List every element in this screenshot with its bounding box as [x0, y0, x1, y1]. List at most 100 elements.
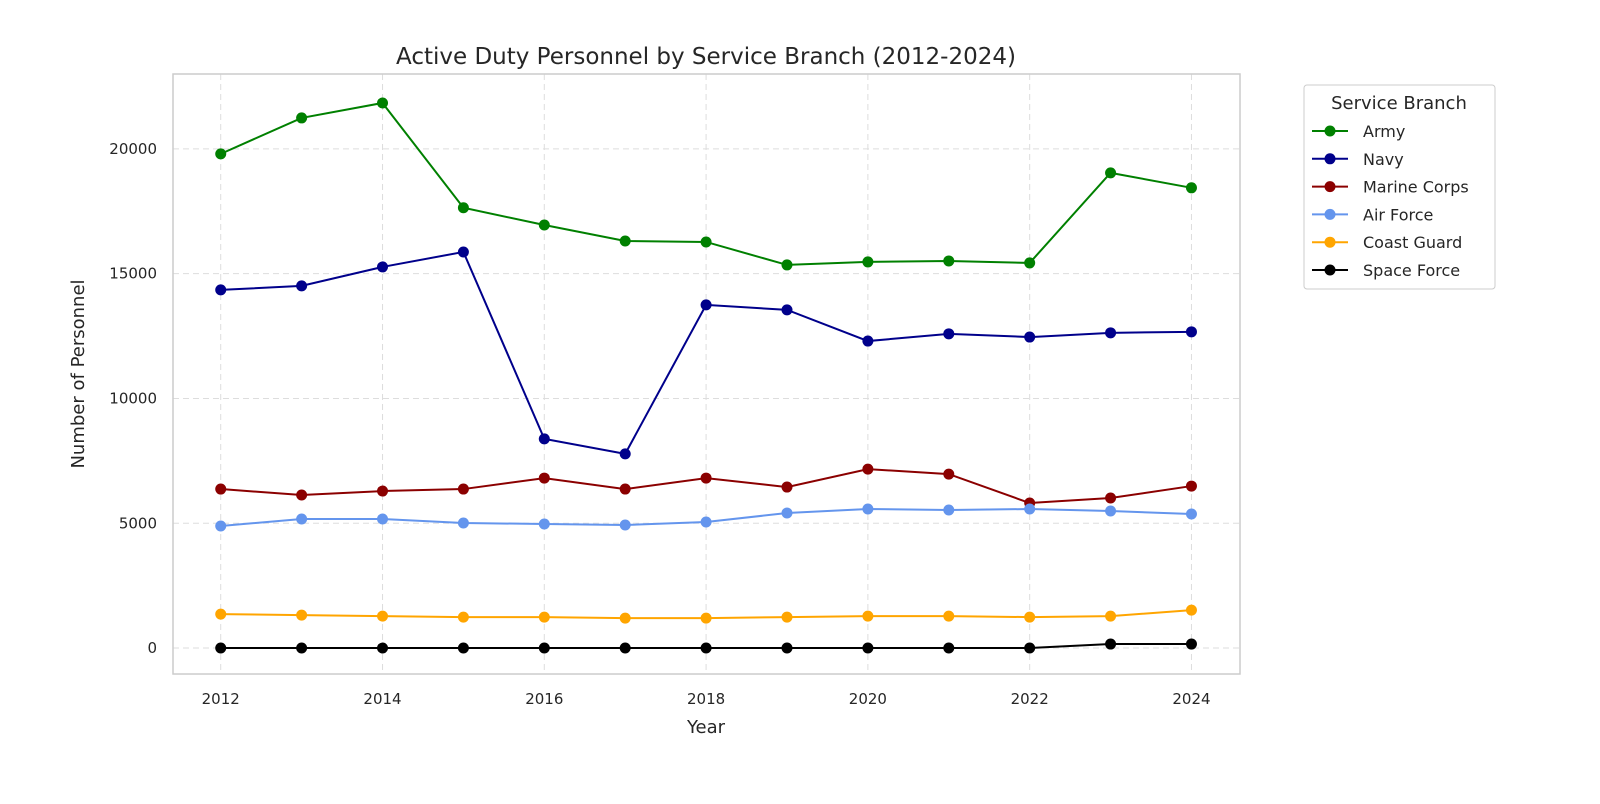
data-point-marine-corps	[781, 481, 793, 493]
data-point-coast-guard	[1024, 611, 1036, 623]
legend: Service Branch Army Navy Marine Corps Air F…	[1303, 84, 1496, 290]
data-point-coast-guard	[215, 608, 227, 620]
series-air-force	[215, 503, 1197, 532]
chart-title: Active Duty Personnel by Service Branch …	[396, 44, 1016, 70]
data-point-space-force	[943, 642, 955, 654]
x-ticks: 2012 2014 2016 2018 2020 2022 2024	[202, 690, 1211, 708]
legend-box	[1303, 84, 1496, 290]
data-point-navy	[457, 246, 469, 258]
data-point-coast-guard	[377, 610, 389, 622]
data-point-air-force	[1185, 508, 1197, 520]
legend-label-air-force: Air Force	[1363, 205, 1433, 224]
grid	[173, 74, 1240, 674]
data-point-coast-guard	[1185, 604, 1197, 616]
data-point-space-force	[538, 642, 550, 654]
data-point-space-force	[700, 642, 712, 654]
data-point-navy	[1185, 326, 1197, 338]
data-point-navy	[296, 280, 308, 292]
data-point-coast-guard	[700, 612, 712, 624]
y-tick-label: 5000	[119, 514, 157, 532]
x-tick-label: 2012	[202, 690, 240, 708]
y-tick-label: 20000	[109, 140, 157, 158]
data-point-navy	[943, 328, 955, 340]
data-point-marine-corps	[1105, 492, 1117, 504]
legend-label-navy: Navy	[1363, 150, 1404, 169]
data-point-army	[619, 235, 631, 247]
data-point-air-force	[943, 504, 955, 516]
x-tick-label: 2018	[687, 690, 725, 708]
legend-label-army: Army	[1363, 122, 1405, 141]
data-point-navy	[1105, 327, 1117, 339]
data-point-air-force	[296, 513, 308, 525]
legend-marker-coast-guard	[1324, 236, 1336, 248]
x-tick-label: 2022	[1011, 690, 1049, 708]
data-point-air-force	[781, 507, 793, 519]
data-point-navy	[215, 284, 227, 296]
data-point-navy	[538, 433, 550, 445]
data-point-space-force	[1185, 638, 1197, 650]
data-point-navy	[862, 335, 874, 347]
data-point-army	[377, 97, 389, 109]
data-point-marine-corps	[700, 472, 712, 484]
data-point-space-force	[862, 642, 874, 654]
data-point-coast-guard	[862, 610, 874, 622]
legend-marker-army	[1324, 125, 1336, 137]
data-point-navy	[1024, 331, 1036, 343]
data-point-marine-corps	[1185, 480, 1197, 492]
data-point-army	[1024, 257, 1036, 269]
data-point-air-force	[457, 517, 469, 529]
data-point-air-force	[215, 520, 227, 532]
data-point-space-force	[377, 642, 389, 654]
data-point-army	[1105, 167, 1117, 179]
data-point-coast-guard	[619, 612, 631, 624]
data-point-coast-guard	[1105, 610, 1117, 622]
data-point-coast-guard	[457, 611, 469, 623]
data-point-marine-corps	[862, 463, 874, 475]
data-point-marine-corps	[457, 483, 469, 495]
data-point-air-force	[1105, 505, 1117, 517]
series-coast-guard	[215, 604, 1197, 624]
series-space-force	[215, 638, 1197, 654]
y-axis-label: Number of Personnel	[68, 279, 89, 468]
data-point-marine-corps	[296, 489, 308, 501]
data-point-army	[781, 259, 793, 271]
y-tick-label: 10000	[109, 389, 157, 407]
data-point-air-force	[862, 503, 874, 515]
data-point-marine-corps	[377, 485, 389, 497]
legend-marker-navy	[1324, 153, 1336, 165]
x-tick-label: 2024	[1172, 690, 1210, 708]
legend-title: Service Branch	[1331, 93, 1467, 114]
data-point-army	[457, 202, 469, 214]
data-point-space-force	[1024, 642, 1036, 654]
data-point-marine-corps	[215, 483, 227, 495]
data-point-air-force	[377, 513, 389, 525]
data-point-space-force	[1105, 638, 1117, 650]
data-point-coast-guard	[296, 609, 308, 621]
data-point-navy	[377, 261, 389, 273]
data-point-coast-guard	[943, 610, 955, 622]
data-point-coast-guard	[781, 611, 793, 623]
x-tick-label: 2020	[849, 690, 887, 708]
data-point-navy	[700, 299, 712, 311]
data-point-army	[538, 219, 550, 231]
data-point-space-force	[457, 642, 469, 654]
legend-label-space-force: Space Force	[1363, 261, 1460, 280]
data-point-air-force	[538, 518, 550, 530]
data-point-navy	[619, 448, 631, 460]
data-point-space-force	[296, 642, 308, 654]
series-army	[215, 97, 1197, 271]
x-tick-label: 2016	[525, 690, 563, 708]
series-group	[215, 97, 1197, 654]
y-ticks: 0 5000 10000 15000 20000	[109, 140, 157, 657]
data-point-space-force	[215, 642, 227, 654]
legend-marker-space-force	[1324, 264, 1336, 276]
data-point-air-force	[1024, 503, 1036, 515]
legend-label-marine-corps: Marine Corps	[1363, 178, 1469, 197]
x-axis-label: Year	[686, 717, 726, 738]
legend-marker-air-force	[1324, 208, 1336, 220]
legend-label-coast-guard: Coast Guard	[1363, 233, 1462, 252]
data-point-army	[700, 236, 712, 248]
data-point-air-force	[619, 519, 631, 531]
data-point-army	[943, 255, 955, 267]
